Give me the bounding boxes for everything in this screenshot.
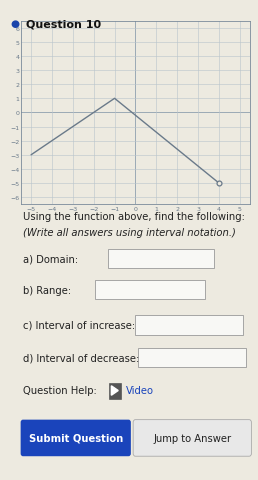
FancyBboxPatch shape — [133, 420, 251, 456]
Text: c) Interval of increase:: c) Interval of increase: — [23, 320, 135, 330]
Text: a) Domain:: a) Domain: — [23, 254, 78, 264]
Text: Using the function above, find the following:: Using the function above, find the follo… — [23, 212, 245, 222]
Text: Submit Question: Submit Question — [29, 433, 123, 443]
FancyBboxPatch shape — [135, 315, 243, 335]
Polygon shape — [111, 386, 118, 396]
FancyBboxPatch shape — [21, 420, 131, 456]
Text: Question Help:: Question Help: — [23, 385, 97, 395]
FancyBboxPatch shape — [95, 280, 205, 300]
Text: b) Range:: b) Range: — [23, 285, 71, 295]
Text: Question 10: Question 10 — [26, 19, 101, 29]
Text: Video: Video — [126, 385, 154, 395]
Text: (Write all answers using interval notation.): (Write all answers using interval notati… — [23, 228, 236, 238]
FancyBboxPatch shape — [108, 249, 214, 269]
Text: Jump to Answer: Jump to Answer — [153, 433, 231, 443]
Text: ●: ● — [10, 19, 19, 29]
Text: d) Interval of decrease:: d) Interval of decrease: — [23, 353, 139, 362]
FancyBboxPatch shape — [138, 348, 246, 367]
FancyBboxPatch shape — [109, 383, 120, 399]
